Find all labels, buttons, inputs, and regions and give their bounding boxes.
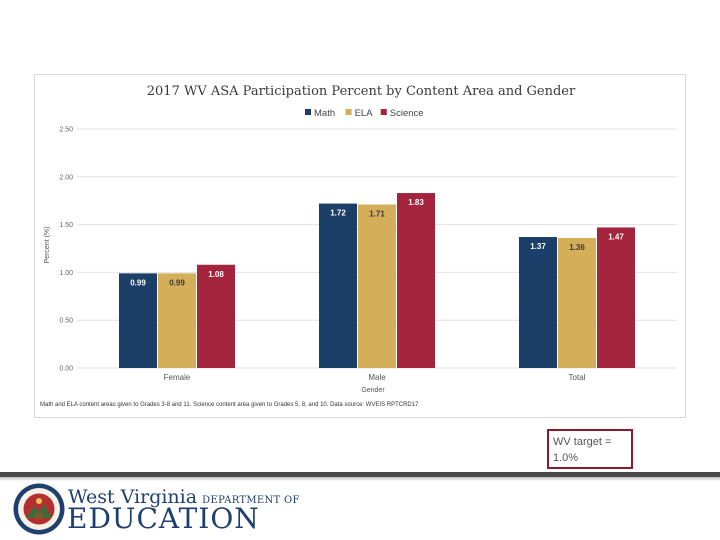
data-label-science-female: 1.08 [208, 270, 224, 279]
data-label-math-total: 1.37 [530, 242, 546, 251]
data-label-ela-female: 0.99 [169, 278, 185, 287]
y-tick-label: 2.50 [59, 127, 73, 134]
data-label-ela-male: 1.71 [369, 210, 385, 219]
logo-department: DEPARTMENT OF [202, 495, 300, 506]
chart-legend: Math ELA Science [305, 108, 424, 119]
chart-title: 2017 WV ASA Participation Percent by Con… [147, 84, 576, 99]
y-tick-label: 0.00 [59, 366, 73, 373]
bar-chart: 2017 WV ASA Participation Percent by Con… [44, 84, 677, 394]
data-label-ela-total: 1.36 [569, 243, 585, 252]
legend-label-science: Science [390, 108, 424, 119]
logo-west-virginia: West Virginia [68, 486, 198, 508]
bar-ela-male [358, 204, 396, 368]
chart-panel: 2017 WV ASA Participation Percent by Con… [34, 74, 686, 418]
y-axis-title: Percent (%) [44, 227, 51, 264]
state-seal-icon [13, 483, 65, 535]
x-axis-title: Gender [361, 387, 385, 394]
x-axis-categories: Female Male Total [164, 373, 586, 382]
y-tick-label: 0.50 [59, 318, 73, 325]
legend-swatch-science [380, 109, 387, 115]
y-tick-label: 2.00 [59, 174, 73, 181]
x-category-label-female: Female [164, 373, 191, 382]
legend-swatch-ela [345, 109, 352, 115]
chart-footnote: Math and ELA content areas given to Grad… [40, 402, 419, 408]
data-label-math-male: 1.72 [330, 209, 346, 218]
bar-math-male [319, 203, 357, 368]
footer [0, 470, 720, 540]
logo-education: EDUCATION [67, 502, 260, 535]
legend-label-ela: ELA [355, 108, 374, 119]
bars-group: 0.99 0.99 1.08 1.72 1.71 1.83 1.37 1.36 1.47 [119, 193, 635, 368]
bar-math-female [119, 273, 157, 368]
footer-shadow [0, 477, 720, 481]
bar-science-female [197, 264, 235, 368]
legend-swatch-math [305, 109, 311, 115]
bar-ela-total [558, 237, 596, 368]
x-category-label-male: Male [368, 373, 386, 382]
data-label-science-male: 1.83 [408, 198, 424, 207]
x-category-label-total: Total [569, 373, 586, 382]
y-tick-label: 1.00 [59, 270, 73, 277]
y-tick-label: 1.50 [59, 222, 73, 229]
logo-state-name: West Virginia DEPARTMENT OF [68, 486, 300, 508]
target-note: WV target = 1.0% [547, 429, 633, 469]
data-label-science-total: 1.47 [608, 232, 624, 241]
data-label-math-female: 0.99 [130, 278, 146, 287]
y-axis-ticks: 0.00 0.50 1.00 1.50 2.00 2.50 [59, 127, 73, 373]
legend-label-math: Math [314, 108, 335, 119]
bar-science-total [597, 227, 635, 368]
bar-math-total [519, 237, 557, 368]
footer-divider [0, 472, 720, 477]
bar-science-male [397, 193, 435, 368]
bar-ela-female [158, 273, 196, 368]
